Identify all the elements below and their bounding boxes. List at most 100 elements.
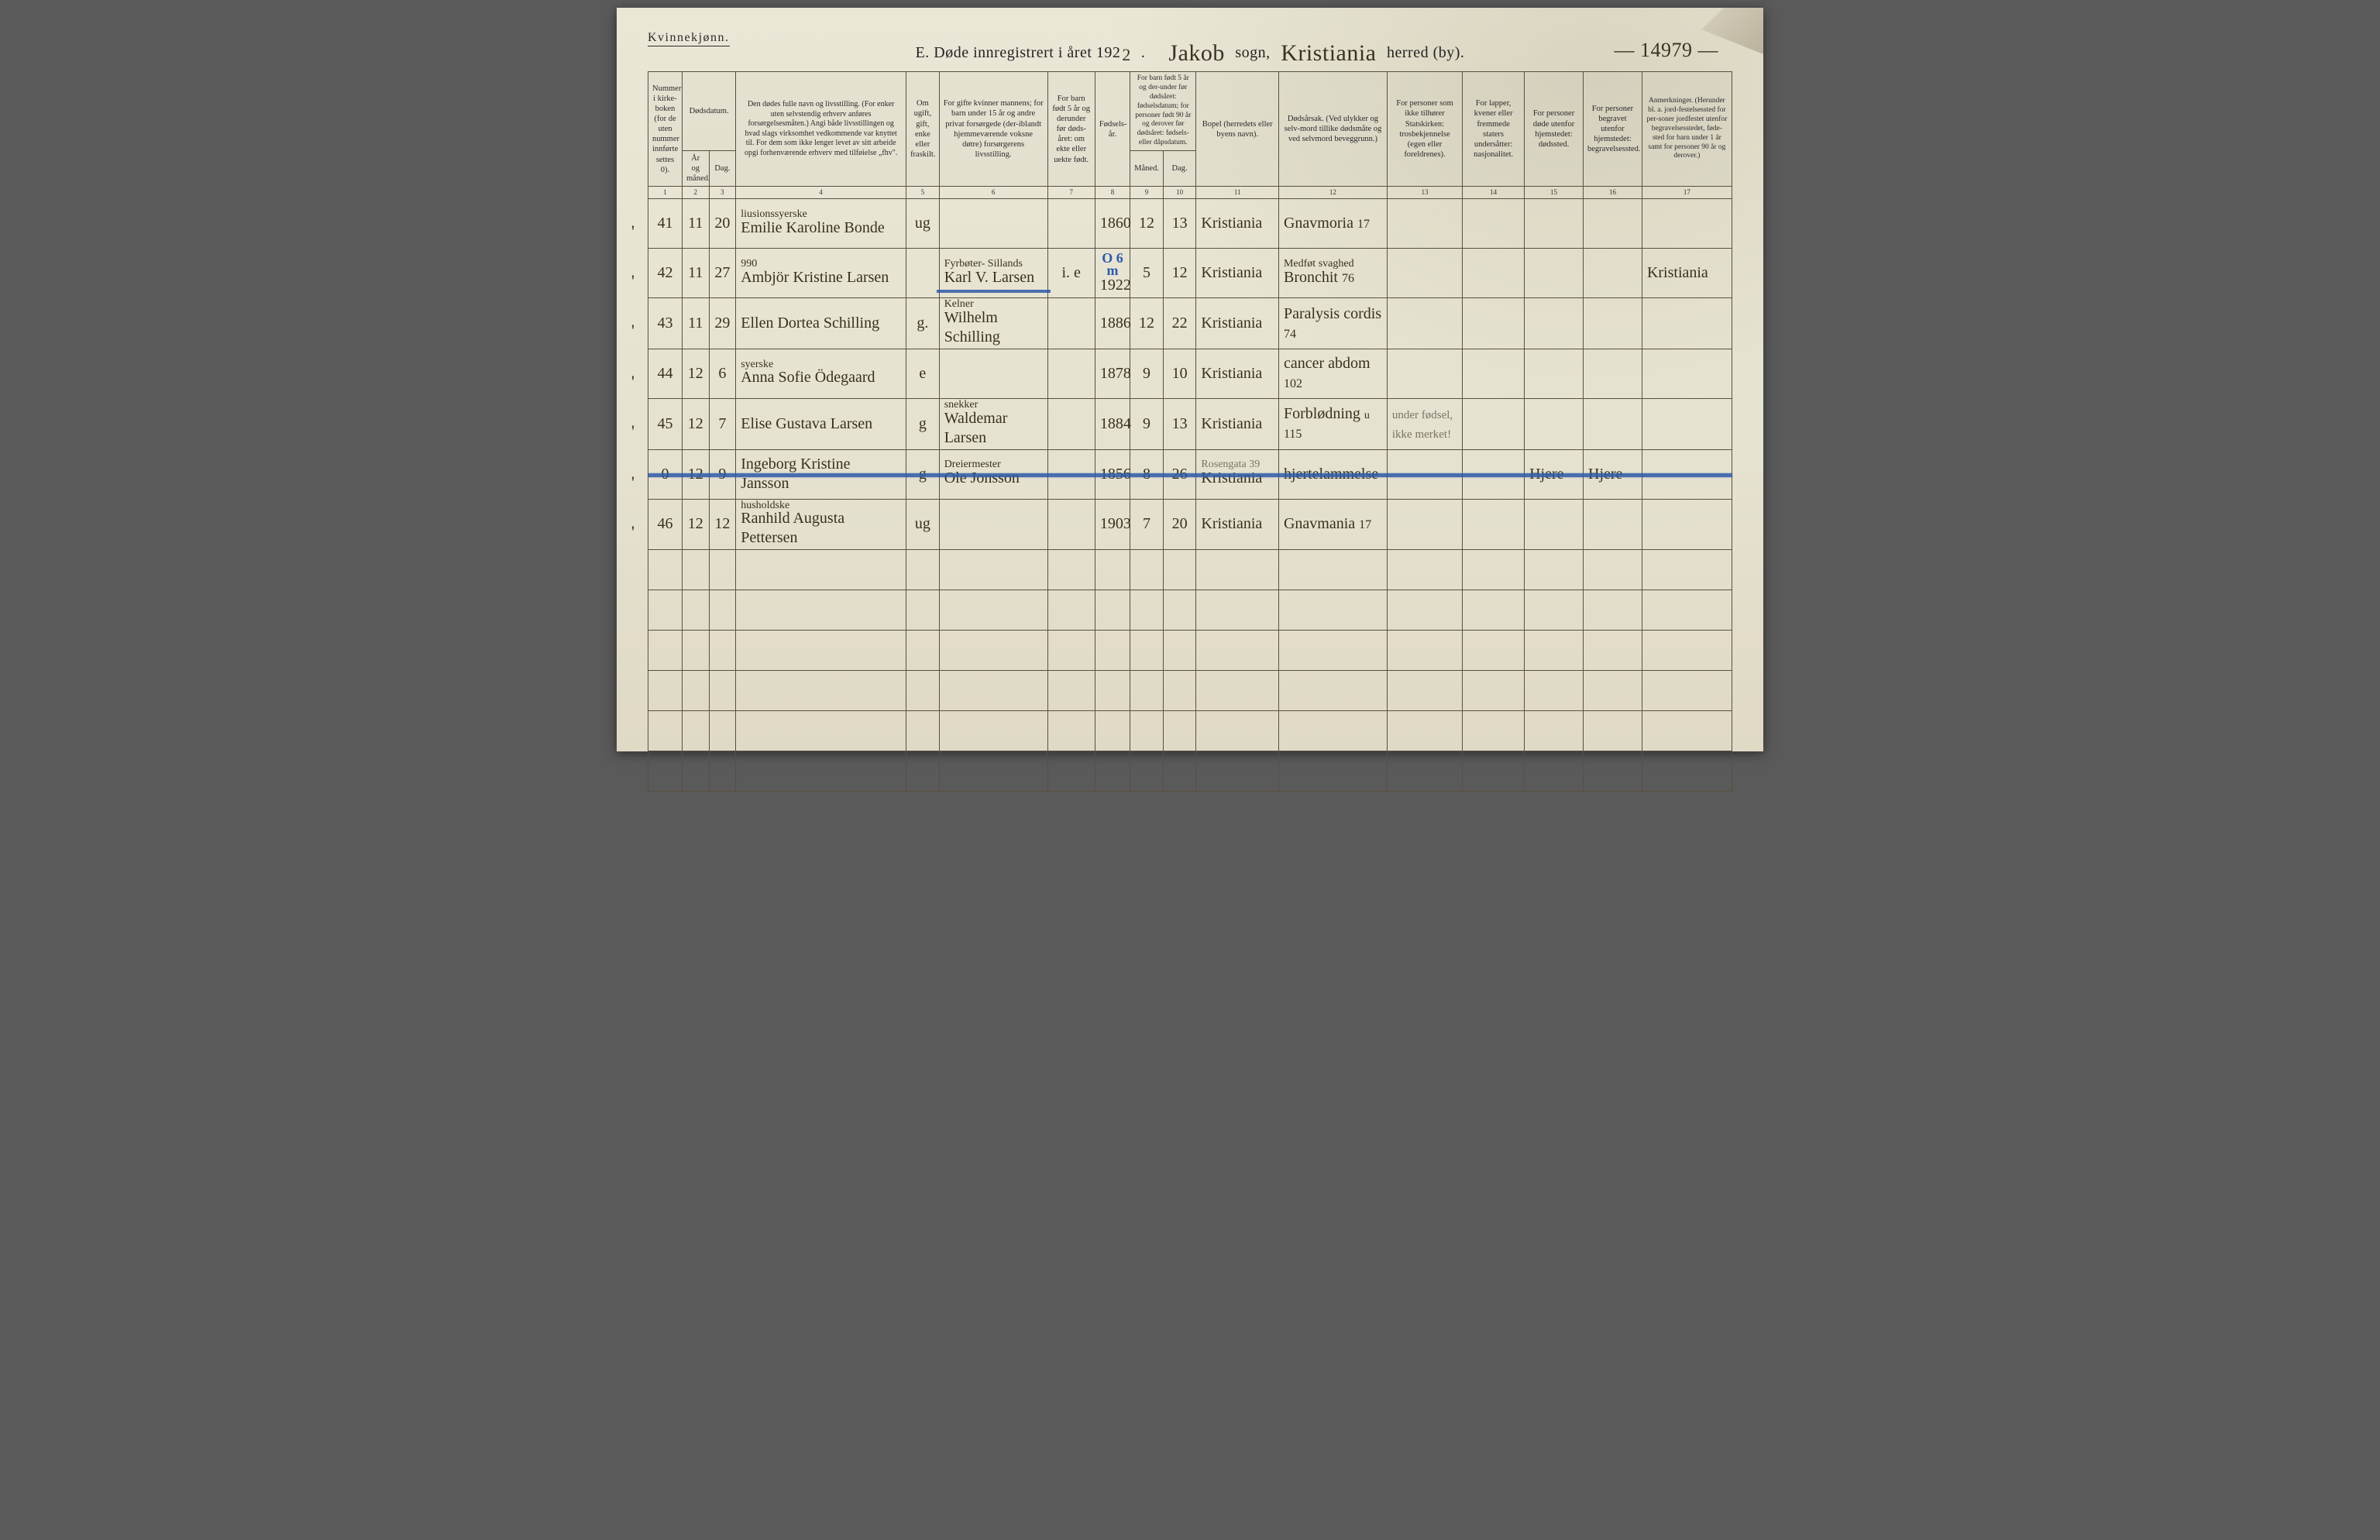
table-row: 0'129Ingeborg Kristine JanssongDreiermes…	[648, 449, 1732, 499]
herred-handwritten: Kristiania	[1274, 40, 1382, 67]
col-header-1: Nummer i kirke-boken (for de uten nummer…	[648, 72, 683, 187]
cell-c14	[1463, 499, 1525, 550]
cell-month: 12	[682, 398, 709, 449]
empty-cell	[939, 711, 1047, 751]
empty-cell	[906, 711, 940, 751]
cell-c16	[1584, 199, 1642, 249]
year-suffix-hw: 2	[1120, 45, 1133, 65]
cell-birth-year: 1884	[1095, 398, 1130, 449]
col-header-3b: Dag.	[709, 151, 736, 187]
cell-cause: Forblødning u 115	[1278, 398, 1387, 449]
empty-cell	[1095, 590, 1130, 631]
col-header-17: Anmerkninger. (Herunder bl. a. jord-fest…	[1642, 72, 1732, 187]
table-row: 45'127Elise Gustava LarsengsnekkerWaldem…	[648, 398, 1732, 449]
cell-provider	[939, 349, 1047, 398]
table-row: 42'1127990Ambjör Kristine LarsenFyrbøter…	[648, 249, 1732, 298]
cell-birth-day: 10	[1163, 349, 1196, 398]
cell-c17	[1642, 349, 1732, 398]
table-header: Nummer i kirke-boken (for de uten nummer…	[648, 72, 1732, 199]
cell-c14	[1463, 349, 1525, 398]
empty-cell	[1463, 550, 1525, 590]
col-header-2-3: Dødsdatum.	[682, 72, 735, 151]
col-header-8: Fødsels-år.	[1095, 72, 1130, 187]
column-number: 17	[1642, 187, 1732, 199]
cell-c13	[1387, 349, 1462, 398]
cell-c15: Hjere	[1525, 449, 1584, 499]
cell-c17	[1642, 449, 1732, 499]
column-number-row: 1234567891011121314151617	[648, 187, 1732, 199]
cell-status: g.	[906, 298, 940, 349]
cell-day: 6	[709, 349, 736, 398]
empty-cell	[939, 751, 1047, 792]
cell-name: husholdskeRanhild Augusta Pettersen	[736, 499, 906, 550]
cell-provider: DreiermesterOle Jonsson	[939, 449, 1047, 499]
cell-c17: Kristiania	[1642, 249, 1732, 298]
ledger-table: Nummer i kirke-boken (for de uten nummer…	[648, 71, 1732, 792]
empty-cell	[1163, 671, 1196, 711]
sogn-label: sogn,	[1235, 44, 1270, 61]
empty-cell	[648, 711, 683, 751]
col-header-9b: Måned.	[1130, 151, 1164, 187]
cell-birth-month: 5	[1130, 249, 1164, 298]
table-row: 44'126syerskeAnna Sofie Ödegaarde1878910…	[648, 349, 1732, 398]
column-number: 15	[1525, 187, 1584, 199]
cell-c15	[1525, 298, 1584, 349]
empty-cell	[1642, 671, 1732, 711]
empty-cell	[736, 671, 906, 711]
col-header-15: For personer døde utenfor hjemstedet: dø…	[1525, 72, 1584, 187]
cell-place: Kristiania	[1196, 199, 1279, 249]
empty-cell	[1525, 751, 1584, 792]
empty-cell	[1278, 590, 1387, 631]
cell-ekte	[1047, 449, 1095, 499]
empty-cell	[906, 550, 940, 590]
empty-cell	[1463, 671, 1525, 711]
empty-cell	[1095, 711, 1130, 751]
empty-cell	[1130, 711, 1164, 751]
empty-cell	[1584, 550, 1642, 590]
empty-cell	[1463, 711, 1525, 751]
empty-cell	[1130, 631, 1164, 671]
column-number: 8	[1095, 187, 1130, 199]
empty-cell	[1047, 550, 1095, 590]
col-header-16: For personer begravet utenfor hjemstedet…	[1584, 72, 1642, 187]
cell-name: Ellen Dortea Schilling	[736, 298, 906, 349]
empty-cell	[906, 751, 940, 792]
cell-c13	[1387, 249, 1462, 298]
empty-cell	[1463, 590, 1525, 631]
col-header-9-10: For barn født 5 år og der-under før døds…	[1130, 72, 1196, 151]
empty-cell	[1642, 751, 1732, 792]
cell-birth-month: 12	[1130, 199, 1164, 249]
cell-name: Ingeborg Kristine Jansson	[736, 449, 906, 499]
cell-c15	[1525, 349, 1584, 398]
empty-cell	[1095, 671, 1130, 711]
empty-cell	[1584, 590, 1642, 631]
empty-cell	[906, 590, 940, 631]
column-number: 12	[1278, 187, 1387, 199]
empty-cell	[1163, 590, 1196, 631]
col-header-7: For barn født 5 år og derunder før døds-…	[1047, 72, 1095, 187]
cell-day: 20	[709, 199, 736, 249]
empty-cell	[1387, 671, 1462, 711]
empty-cell	[1463, 751, 1525, 792]
empty-cell	[1525, 711, 1584, 751]
cell-birth-year: 1886	[1095, 298, 1130, 349]
empty-cell	[682, 631, 709, 671]
cell-no: 45'	[648, 398, 683, 449]
cell-status: g	[906, 398, 940, 449]
empty-cell	[1095, 550, 1130, 590]
empty-cell	[709, 671, 736, 711]
empty-cell	[1095, 631, 1130, 671]
cell-c17	[1642, 398, 1732, 449]
cell-place: Kristiania	[1196, 499, 1279, 550]
empty-cell	[1047, 751, 1095, 792]
empty-cell	[682, 671, 709, 711]
cell-c16	[1584, 398, 1642, 449]
empty-cell	[1130, 550, 1164, 590]
empty-cell	[1196, 711, 1279, 751]
empty-cell	[1584, 671, 1642, 711]
cell-place: Kristiania	[1196, 349, 1279, 398]
empty-cell	[906, 671, 940, 711]
table-row: 43'1129Ellen Dortea Schillingg.KelnerWil…	[648, 298, 1732, 349]
empty-cell	[1196, 550, 1279, 590]
cell-name: syerskeAnna Sofie Ödegaard	[736, 349, 906, 398]
